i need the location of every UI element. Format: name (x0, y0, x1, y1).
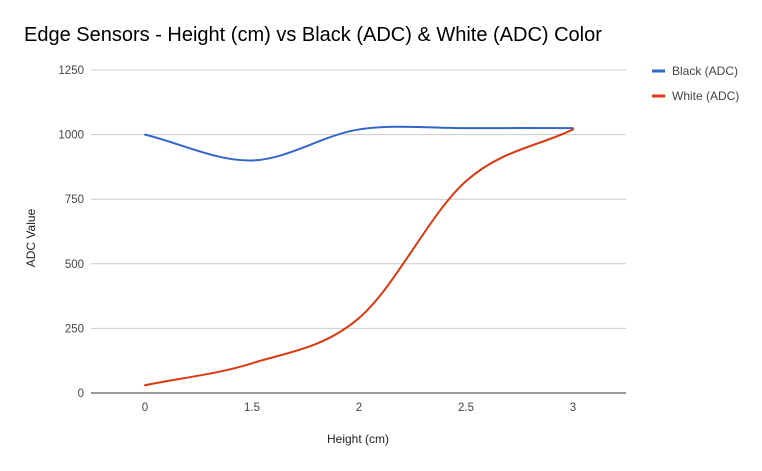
y-tick-label: 1000 (58, 130, 84, 142)
data-point (142, 382, 148, 388)
data-point (142, 132, 148, 138)
legend-label: Black (ADC) (672, 64, 738, 78)
x-tick-label: 1.5 (244, 402, 260, 414)
data-point (356, 126, 362, 132)
data-point (463, 125, 469, 131)
data-point (356, 315, 362, 321)
chart-title: Edge Sensors - Height (cm) vs Black (ADC… (24, 24, 602, 46)
data-point (463, 178, 469, 184)
x-tick-label: 3 (570, 402, 576, 414)
y-tick-labels: 0 250 500 750 1000 1250 (58, 65, 84, 400)
x-tick-label: 0 (142, 402, 148, 414)
y-tick-label: 250 (65, 323, 84, 335)
x-tick-label: 2 (356, 402, 362, 414)
x-axis-title: Height (cm) (327, 432, 389, 446)
series-line-1 (144, 125, 574, 162)
y-axis-title: ADC Value (24, 208, 38, 267)
y-tick-label: 0 (78, 388, 84, 400)
x-tick-labels: 0 1.5 2 2.5 3 (142, 402, 576, 414)
series-lines (142, 125, 576, 388)
y-tick-label: 750 (65, 194, 84, 206)
data-point (249, 360, 255, 366)
y-tick-label: 1250 (58, 65, 84, 77)
series-line-2 (144, 128, 574, 387)
legend: Black (ADC) White (ADC) (652, 64, 739, 103)
x-tick-label: 2.5 (458, 402, 474, 414)
legend-label: White (ADC) (672, 89, 739, 103)
gridlines (91, 69, 626, 394)
y-tick-label: 500 (65, 259, 84, 271)
data-point (249, 157, 255, 163)
data-point (570, 126, 576, 132)
